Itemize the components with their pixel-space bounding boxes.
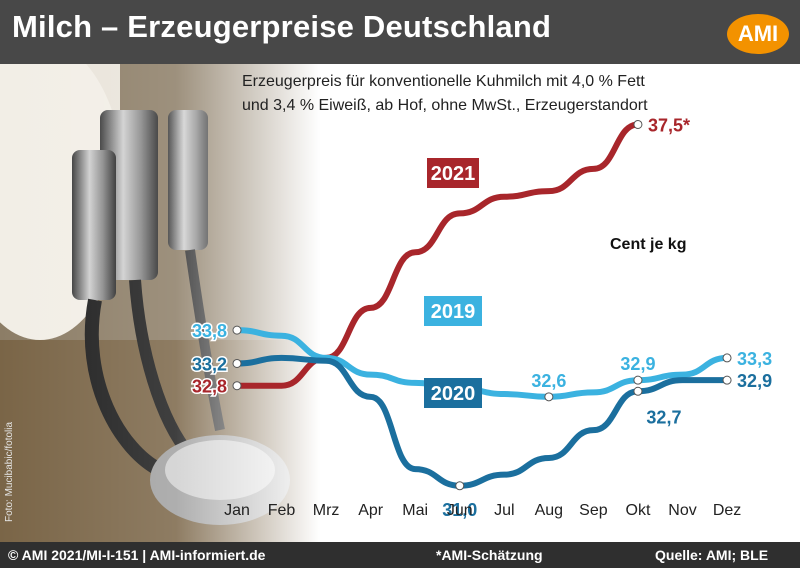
x-tick-label: Okt: [626, 502, 651, 519]
chart-title: Milch – Erzeugerpreise Deutschland: [12, 9, 552, 44]
series-2021-name-tag: 2021: [427, 158, 479, 188]
series-2019-data-label: 32,9: [620, 354, 655, 374]
series-2020-data-label: 33,2: [192, 354, 227, 374]
series-2019-data-label: 33,3: [737, 349, 772, 369]
photo-credit: Foto: Mucibabic/fotolia: [4, 421, 15, 522]
series-2020-data-label: 31,0: [442, 500, 477, 520]
series-2020-point-marker: [633, 386, 643, 396]
series-2020-data-label: 32,7: [646, 407, 681, 427]
footer-source: Quelle: AMI; BLE: [655, 547, 769, 563]
data-labels: 32,837,5*33,832,632,9 33,333,231,032,732,…: [190, 114, 773, 521]
series-2019-name-tag: 2019: [424, 296, 482, 326]
series-2020-point-marker: [455, 481, 465, 491]
series-2019-point-marker: [544, 392, 554, 402]
series-2019-point-marker: [232, 325, 242, 335]
x-tick-label: Mai: [402, 502, 428, 519]
chart-subtitle: Erzeugerpreis für konventionelle Kuhmilc…: [242, 70, 648, 118]
x-tick-label: Dez: [713, 502, 741, 519]
series-2020-point-marker: [232, 358, 242, 368]
x-tick-label: Apr: [358, 502, 384, 519]
series-name-tags: 2021 2019 2020: [424, 158, 482, 408]
series-2020-data-label: 32,9: [737, 371, 772, 391]
x-tick-label: Mrz: [313, 502, 340, 519]
x-tick-label: Jun: [447, 502, 473, 519]
unit-label: Cent je kg: [610, 236, 687, 253]
series-2021-data-label: 32,8: [192, 377, 227, 397]
footer-copyright: © AMI 2021/MI-I-151 | AMI-informiert.de: [8, 547, 266, 563]
series-2019-name-text: 2019: [431, 301, 476, 323]
series-2021-point-marker: [633, 119, 643, 129]
milking-photo: [0, 40, 320, 542]
series-2021-name-box: [427, 158, 479, 188]
series-2019-point-marker: [722, 353, 732, 363]
series-2020-name-box: [424, 378, 482, 408]
series-2019-data-label: 33,8: [192, 321, 227, 341]
series-2019-data-label: 32,6: [531, 371, 566, 391]
x-tick-label: Aug: [535, 502, 563, 519]
subtitle-line-2: und 3,4 % Eiweiß, ab Hof, ohne MwSt., Er…: [242, 97, 648, 114]
series-2021-name-text: 2021: [431, 163, 476, 185]
series-2019-name-box: [424, 296, 482, 326]
x-tick-label: Sep: [579, 502, 608, 519]
series-2021-data-label: 37,5*: [648, 115, 690, 135]
ami-logo: AMI: [727, 14, 789, 54]
x-tick-label: Jul: [494, 502, 514, 519]
series-2020-name-text: 2020: [431, 383, 476, 405]
series-markers: [232, 119, 732, 491]
series-2019-point-marker: [633, 375, 643, 385]
series-2021-point-marker: [232, 381, 242, 391]
footer-bar: © AMI 2021/MI-I-151 | AMI-informiert.de …: [0, 542, 800, 568]
x-tick-label: Feb: [268, 502, 296, 519]
x-tick-label: Jan: [224, 502, 250, 519]
subtitle-line-1: Erzeugerpreis für konventionelle Kuhmilc…: [242, 73, 645, 90]
x-tick-label: Nov: [668, 502, 696, 519]
x-axis: Jan Feb Mrz Apr Mai Jun Jul Aug Sep Okt Nov Dez: [224, 502, 741, 519]
series-2020-point-marker: [722, 375, 732, 385]
footer-note: *AMI-Schätzung: [436, 547, 543, 563]
header-bar: Milch – Erzeugerpreise Deutschland AMI: [0, 0, 800, 64]
series-2020-name-tag: 2020: [424, 378, 482, 408]
series-2021-line: [234, 121, 641, 389]
